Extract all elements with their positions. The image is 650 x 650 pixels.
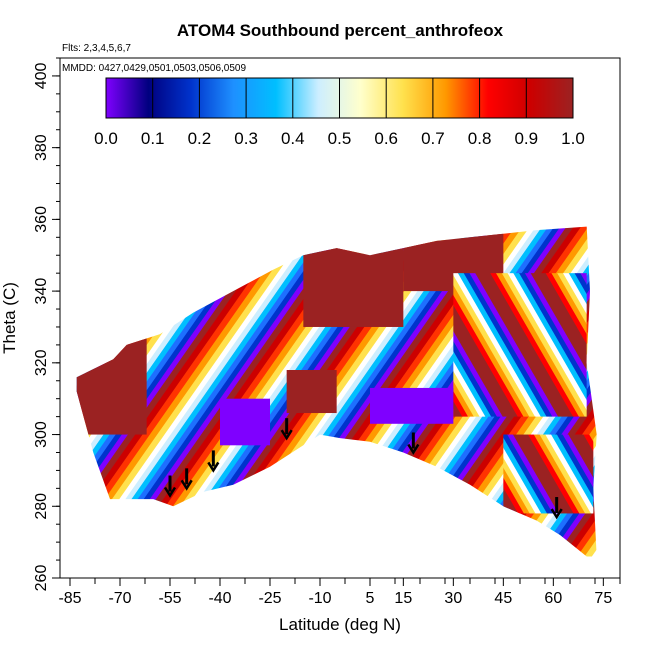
flight-marker-arrow [280, 429, 293, 441]
plot-frame [59, 57, 621, 579]
y-tick-label: 360 [33, 206, 50, 233]
x-tick-label: -85 [58, 590, 81, 607]
heatmap-region [303, 248, 404, 327]
y-tick-label: 340 [33, 278, 50, 305]
colorbar-tick-label: 0.7 [421, 129, 445, 148]
x-tick-label: 75 [594, 590, 612, 607]
x-tick-label: -10 [308, 590, 331, 607]
colorbar-tick-label: 0.6 [374, 129, 398, 148]
flight-marker-arrow [207, 461, 220, 473]
y-tick-label: 400 [33, 62, 50, 89]
x-axis-label: Latitude (deg N) [279, 615, 401, 634]
flight-marker-arrow [550, 508, 563, 520]
y-tick-label: 280 [33, 493, 50, 520]
flight-markers [163, 418, 563, 520]
y-tick-label: 260 [33, 565, 50, 592]
x-tick-label: 60 [544, 590, 562, 607]
colorbar-tick-label: 0.1 [141, 129, 165, 148]
colorbar-tick-label: 0.2 [188, 129, 212, 148]
flights-label: Flts: 2,3,4,5,6,7 [62, 43, 131, 54]
x-tick-label: 5 [366, 590, 375, 607]
y-axis-label: Theta (C) [0, 282, 19, 354]
x-tick-label: -70 [108, 590, 131, 607]
heatmap-band-layer [503, 434, 594, 514]
heatmap-band-layer [453, 273, 587, 417]
x-tick-label: -40 [208, 590, 231, 607]
chart-title: ATOM4 Southbound percent_anthrofeox [177, 21, 504, 40]
colorbar-tick-label: 0.8 [468, 129, 492, 148]
colorbar-tick-label: 0.9 [514, 129, 538, 148]
flight-marker-arrow [407, 443, 420, 455]
y-tick-label: 380 [33, 134, 50, 161]
x-tick-label: 45 [494, 590, 512, 607]
heatmap-region [220, 398, 270, 446]
y-axis: 260 280 300 320 340 360 380 400 [33, 57, 60, 592]
colorbar-tick-label: 1.0 [561, 129, 585, 148]
flight-marker-arrow [163, 486, 177, 498]
colorbar-tick-label: 0.0 [94, 129, 118, 148]
heatmap-region [370, 387, 454, 424]
colorbar-tick-label: 0.5 [328, 129, 352, 148]
mmdd-label: MMDD: 0427,0429,0501,0503,0506,0509 [62, 63, 246, 74]
x-tick-label: 30 [444, 590, 462, 607]
colorbar-tick-label: 0.4 [281, 129, 305, 148]
x-tick-label: -55 [158, 590, 181, 607]
y-tick-label: 320 [33, 349, 50, 376]
x-axis: -85 -70 -55 -40 -25 -10 5 15 30 45 60 75 [58, 578, 621, 607]
heatmap-region [286, 370, 337, 414]
colorbar: 0.0 0.1 0.2 0.3 0.4 0.5 0.6 0.7 0.8 0.9 1.0 [94, 77, 585, 148]
y-tick-label: 300 [33, 421, 50, 448]
flight-marker-arrow [180, 479, 193, 491]
colorbar-tick-label: 0.3 [234, 129, 258, 148]
x-tick-label: -25 [258, 590, 281, 607]
heatmap-region [76, 291, 147, 435]
x-tick-label: 15 [394, 590, 412, 607]
